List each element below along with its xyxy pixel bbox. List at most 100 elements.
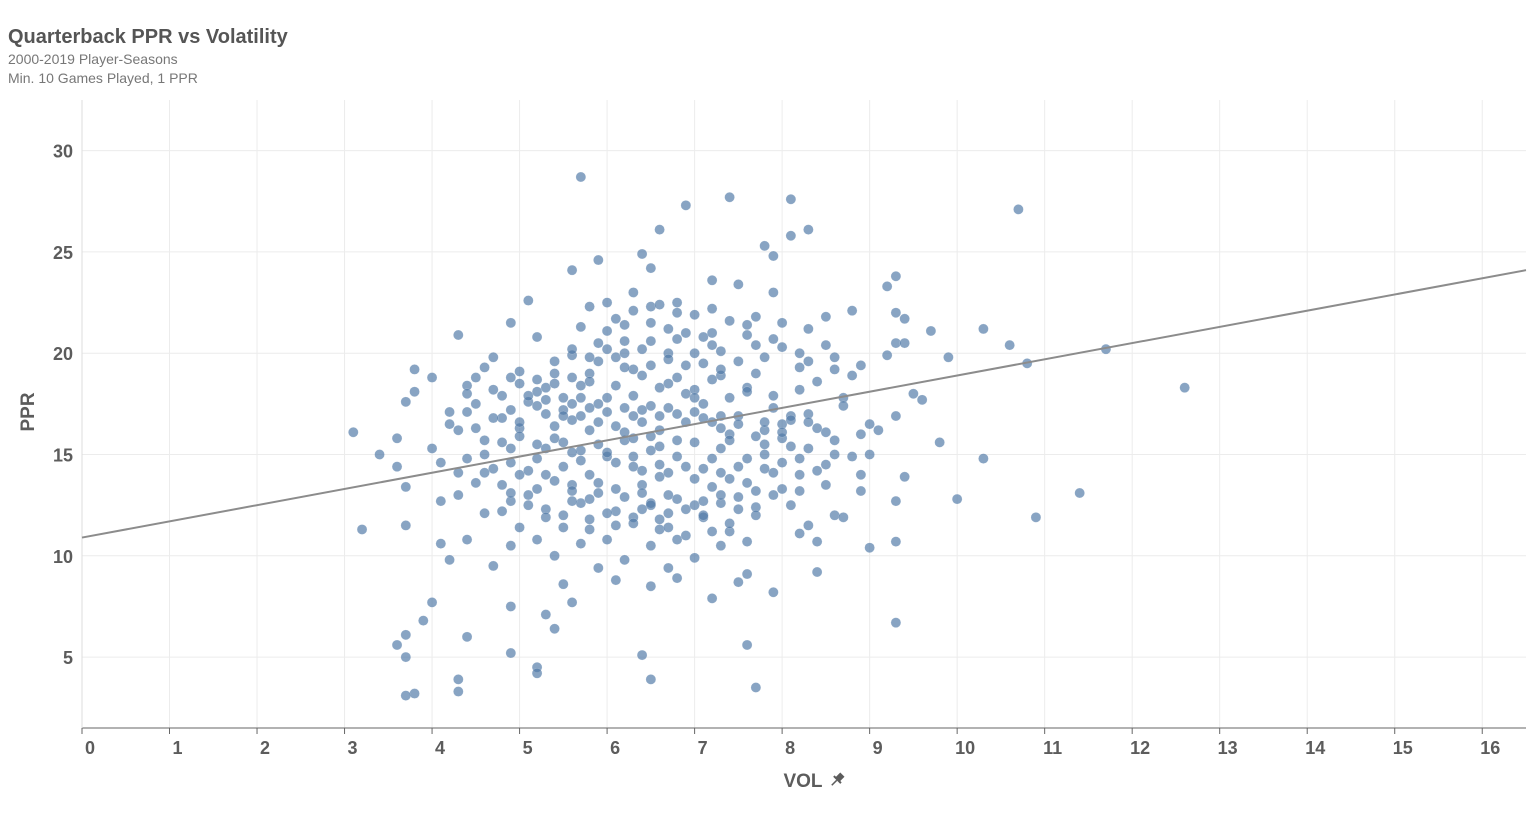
data-point[interactable] [663, 378, 674, 389]
data-point[interactable] [610, 483, 622, 495]
data-point[interactable] [785, 230, 797, 241]
data-point[interactable] [689, 406, 700, 418]
data-point[interactable] [733, 503, 744, 515]
data-point[interactable] [531, 331, 543, 343]
data-point[interactable] [820, 479, 832, 491]
data-point[interactable] [619, 402, 630, 414]
data-point[interactable] [715, 467, 727, 478]
data-point[interactable] [654, 410, 665, 422]
data-point[interactable] [461, 631, 473, 643]
data-point[interactable] [785, 194, 797, 205]
data-point[interactable] [636, 649, 648, 661]
data-point[interactable] [593, 398, 604, 410]
data-point[interactable] [628, 518, 639, 529]
data-point[interactable] [645, 674, 657, 685]
data-point[interactable] [855, 360, 867, 371]
data-point[interactable] [803, 323, 814, 335]
data-point[interactable] [978, 323, 989, 335]
data-point[interactable] [444, 418, 455, 430]
data-point[interactable] [698, 495, 709, 507]
data-point[interactable] [575, 455, 587, 466]
data-point[interactable] [698, 331, 709, 343]
data-point[interactable] [663, 354, 674, 365]
data-point[interactable] [680, 327, 692, 339]
data-point[interactable] [531, 534, 543, 545]
data-point[interactable] [680, 461, 692, 472]
data-point[interactable] [584, 493, 595, 505]
data-point[interactable] [654, 441, 665, 452]
data-point[interactable] [610, 313, 622, 325]
data-point[interactable] [803, 520, 814, 531]
data-point[interactable] [794, 453, 805, 464]
data-point[interactable] [453, 424, 464, 436]
data-point[interactable] [531, 400, 543, 412]
data-point[interactable] [733, 461, 744, 472]
data-point[interactable] [838, 512, 849, 523]
data-point[interactable] [636, 370, 648, 381]
data-point[interactable] [785, 414, 797, 426]
data-point[interactable] [768, 390, 779, 402]
data-point[interactable] [741, 453, 753, 464]
data-point[interactable] [759, 449, 770, 460]
data-point[interactable] [698, 463, 709, 474]
data-point[interactable] [619, 362, 630, 373]
data-point[interactable] [671, 534, 683, 545]
data-point[interactable] [496, 390, 508, 402]
data-point[interactable] [715, 364, 727, 375]
data-point[interactable] [671, 435, 683, 446]
data-point[interactable] [505, 540, 517, 551]
data-point[interactable] [768, 489, 779, 501]
data-point[interactable] [776, 317, 788, 329]
data-point[interactable] [575, 392, 587, 404]
data-point[interactable] [636, 503, 648, 515]
data-point[interactable] [426, 597, 438, 608]
data-point[interactable] [593, 562, 604, 574]
data-point[interactable] [444, 554, 455, 566]
data-point[interactable] [1074, 487, 1085, 499]
data-point[interactable] [908, 388, 919, 399]
data-point[interactable] [628, 390, 639, 402]
data-point[interactable] [558, 510, 569, 521]
data-point[interactable] [794, 528, 805, 539]
data-point[interactable] [558, 410, 569, 422]
data-point[interactable] [453, 489, 464, 501]
data-point[interactable] [803, 416, 814, 428]
data-point[interactable] [645, 301, 657, 312]
data-point[interactable] [768, 467, 779, 478]
data-point[interactable] [628, 410, 639, 422]
data-point[interactable] [496, 505, 508, 517]
data-point[interactable] [505, 404, 517, 416]
data-point[interactable] [689, 473, 700, 485]
data-point[interactable] [645, 580, 657, 592]
data-point[interactable] [706, 275, 718, 286]
data-point[interactable] [409, 364, 420, 375]
data-point[interactable] [654, 524, 665, 535]
data-point[interactable] [645, 360, 657, 371]
data-point[interactable] [584, 469, 595, 481]
data-point[interactable] [785, 441, 797, 452]
data-point[interactable] [724, 392, 735, 404]
data-point[interactable] [689, 347, 700, 359]
data-point[interactable] [759, 240, 770, 252]
data-point[interactable] [575, 445, 587, 456]
data-point[interactable] [663, 323, 674, 335]
data-point[interactable] [654, 382, 665, 393]
data-point[interactable] [391, 639, 403, 651]
data-point[interactable] [549, 550, 560, 562]
data-point[interactable] [593, 254, 604, 266]
data-point[interactable] [575, 410, 587, 422]
data-point[interactable] [741, 329, 753, 341]
data-point[interactable] [741, 319, 753, 331]
data-point[interactable] [855, 469, 867, 481]
data-point[interactable] [356, 524, 368, 535]
data-point[interactable] [715, 489, 727, 501]
data-point[interactable] [593, 337, 604, 349]
data-point[interactable] [768, 587, 779, 598]
data-point[interactable] [645, 499, 657, 511]
data-point[interactable] [925, 325, 937, 337]
data-point[interactable] [750, 485, 762, 497]
data-point[interactable] [890, 410, 902, 422]
data-point[interactable] [461, 388, 473, 399]
data-point[interactable] [575, 321, 587, 333]
data-point[interactable] [890, 307, 902, 318]
